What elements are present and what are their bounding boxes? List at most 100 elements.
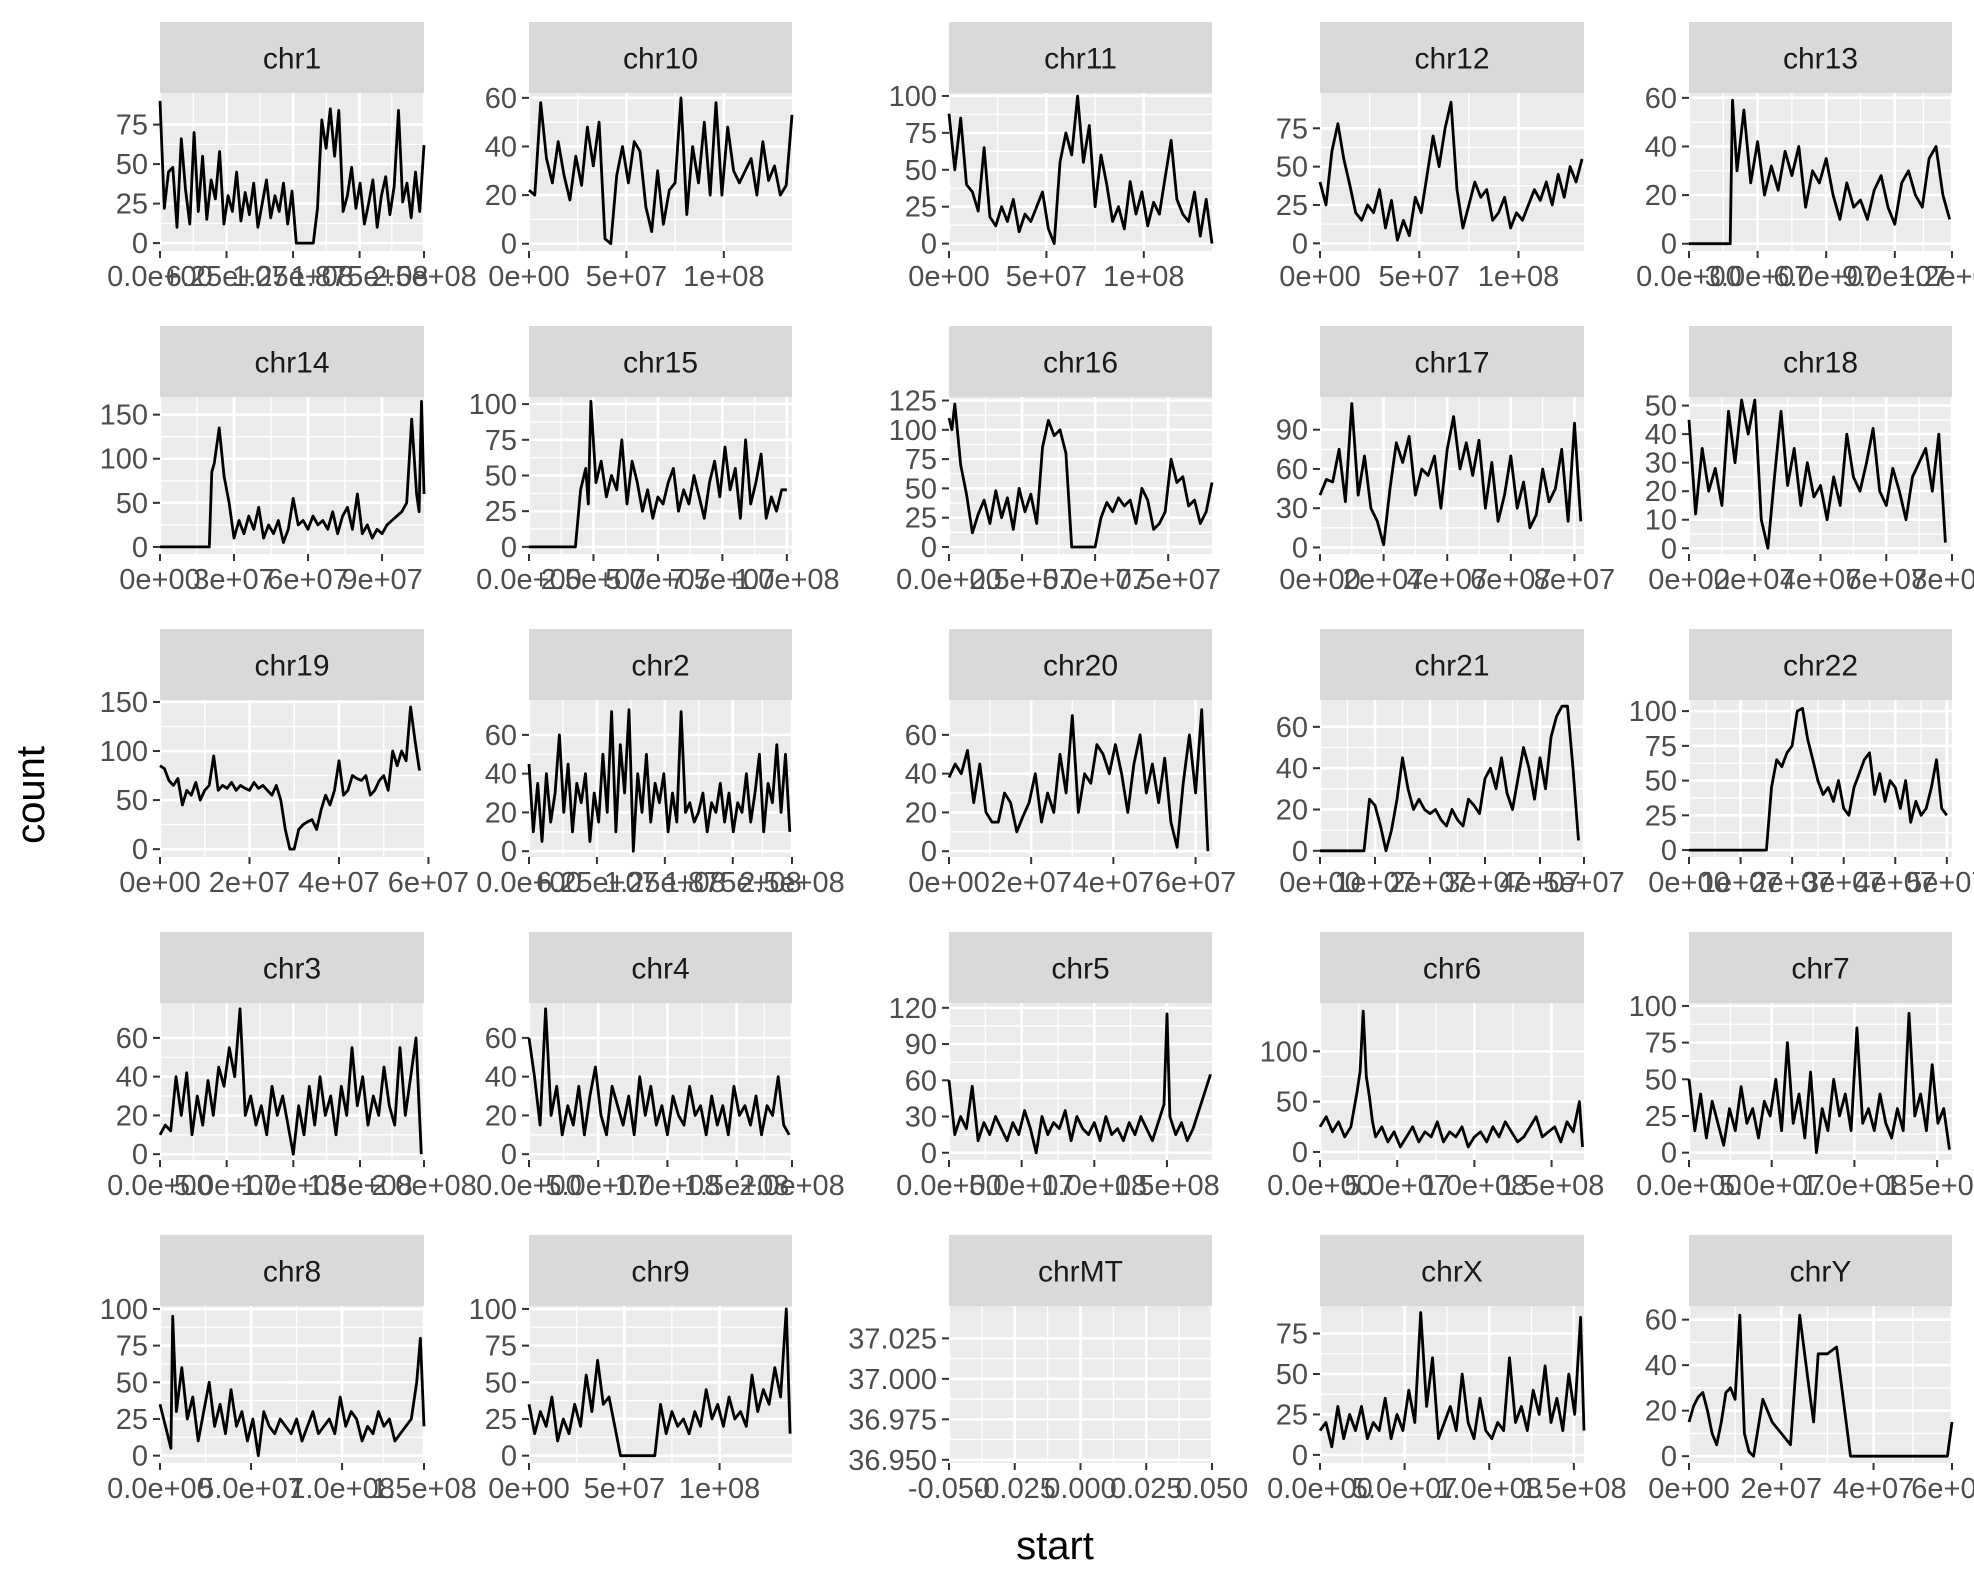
x-tick-label: -0.025 [974, 1473, 1056, 1505]
x-tick-label: 1e+07 [1700, 867, 1781, 899]
y-tick-label: 50 [1276, 1087, 1308, 1119]
facet-chrMT: chrMT 36.950 36.975 37.000 37.025 -0.050-0.02… [848, 1235, 1248, 1505]
y-tick-label: 0 [1661, 1441, 1677, 1473]
x-tick-label: 3e+07 [1803, 867, 1884, 899]
y-tick-label: 75 [1645, 731, 1677, 763]
y-tick-label: 75 [905, 444, 937, 476]
y-tick-label: 50 [116, 149, 148, 181]
facet-strip-label: chr12 [1414, 43, 1489, 76]
x-tick-label: 5.0e+07 [1344, 1170, 1450, 1202]
y-tick-label: 100 [469, 1294, 517, 1326]
x-tick-label: 2e+07 [209, 867, 290, 899]
facet-panel-background [1689, 93, 1952, 251]
x-tick-label: 0.000 [1044, 1473, 1117, 1505]
x-tick-label: 2e+07 [1751, 867, 1832, 899]
y-tick-label: 20 [485, 797, 517, 829]
x-tick-label: 9.0e+07 [1842, 261, 1948, 293]
facet-gridlines [947, 1306, 1214, 1463]
y-tick-label: 40 [116, 1062, 148, 1094]
x-tick-label: 5.0e+07 [1042, 564, 1148, 596]
x-tick-label: 0.0e+00 [896, 564, 1002, 596]
x-tick-label: 1.25e+08 [232, 261, 354, 293]
y-tick-label: 0 [1292, 532, 1308, 564]
facet-strip [160, 932, 424, 1003]
facet-strip [1689, 326, 1952, 397]
x-tick-label: 2.5e+08 [371, 261, 477, 293]
y-tick-label: 150 [100, 400, 148, 432]
y-tick-label: 0 [501, 532, 517, 564]
y-tick-label: 75 [485, 425, 517, 457]
facet-strip-label: chr5 [1051, 953, 1109, 986]
x-tick-label: 2.0e+08 [739, 1170, 845, 1202]
facet-strip [949, 932, 1212, 1003]
facet-chr13: chr13 0 20 40 60 0.0e+003.0e+076.0e+079.0e+07… [1636, 22, 1974, 293]
y-tick-label: 40 [1645, 419, 1677, 451]
x-tick-label: 5e+07 [1379, 261, 1460, 293]
x-tick-label: 5.0e+07 [969, 1170, 1075, 1202]
facet-strip-label: chr4 [631, 953, 689, 986]
y-tick-label: 60 [1276, 454, 1308, 486]
x-tick-label: -0.050 [908, 1473, 990, 1505]
x-tick-label: 5e+07 [1906, 867, 1974, 899]
facet-strip [1320, 1235, 1584, 1306]
y-tick-label: 37.025 [848, 1323, 937, 1355]
series-line-chr1 [158, 100, 426, 245]
y-tick-label: 60 [485, 83, 517, 115]
facet-strip [1320, 22, 1584, 93]
y-tick-label: 30 [905, 1102, 937, 1134]
facet-gridlines [947, 700, 1212, 857]
facet-chr12: chr12 0 25 50 75 0e+00 5e+07 1e+08 [1276, 22, 1584, 293]
series-line-chr11 [947, 94, 1214, 246]
x-tick-label: 0e+00 [1648, 1473, 1729, 1505]
y-tick-label: 0 [132, 228, 148, 260]
y-tick-label: 75 [1276, 113, 1308, 145]
y-tick-label: 50 [116, 488, 148, 520]
y-tick-label: 50 [116, 785, 148, 817]
x-tick-label: 6e+07 [267, 564, 348, 596]
x-tick-label: 1.2e+08 [1899, 261, 1974, 293]
y-tick-label: 10 [1645, 505, 1677, 537]
facet-chr8: chr8 0 25 50 75 100 0.0e+005.0e+071.0e+081.5e+… [100, 1235, 477, 1505]
x-tick-label: 1.0e+08 [734, 564, 840, 596]
y-tick-label: 100 [100, 1294, 148, 1326]
x-tick-label: 3e+07 [193, 564, 274, 596]
y-tick-label: 25 [1645, 800, 1677, 832]
y-tick-label: 0 [1661, 1138, 1677, 1170]
y-tick-label: 60 [485, 1023, 517, 1055]
series-line-chr16 [947, 402, 1214, 549]
series-line-chr5 [947, 1012, 1212, 1155]
x-tick-label: 5e+07 [1543, 867, 1624, 899]
series-line-chr19 [159, 705, 421, 851]
y-tick-label: 50 [905, 155, 937, 187]
x-tick-label: 0.050 [1176, 1473, 1249, 1505]
facet-strip [1320, 932, 1584, 1003]
y-tick-label: 60 [1276, 712, 1308, 744]
x-tick-label: 4e+07 [1855, 867, 1936, 899]
facet-panel-background [1689, 1306, 1952, 1463]
x-tick-label: 1.0e+08 [241, 1170, 347, 1202]
facet-panel-background [160, 397, 424, 554]
facet-chr21: chr21 0 20 40 60 0e+001e+072e+073e+074e+075e+… [1276, 629, 1625, 899]
y-tick-label: 50 [485, 461, 517, 493]
x-tick-label: 0e+00 [908, 867, 989, 899]
y-tick-label: 25 [905, 503, 937, 535]
facet-strip-label: chrMT [1038, 1256, 1123, 1289]
x-tick-label: 5.0e+07 [174, 1170, 280, 1202]
facet-panel-background [160, 1003, 424, 1160]
facet-strip [160, 629, 424, 700]
y-tick-label: 60 [485, 720, 517, 752]
y-tick-label: 25 [485, 496, 517, 528]
facet-chr10: chr10 0 20 40 60 0e+00 5e+07 1e+08 [485, 22, 794, 293]
facet-strip-label: chr9 [631, 1256, 689, 1289]
y-tick-label: 40 [1276, 753, 1308, 785]
facet-strip-label: chr19 [254, 650, 329, 683]
x-tick-label: 4e+07 [1499, 867, 1580, 899]
y-tick-label: 60 [116, 1023, 148, 1055]
x-tick-label: 1.0e+08 [289, 1473, 395, 1505]
x-tick-label: 7.5e+07 [1115, 564, 1221, 596]
x-tick-label: 0.0e+00 [896, 1170, 1002, 1202]
